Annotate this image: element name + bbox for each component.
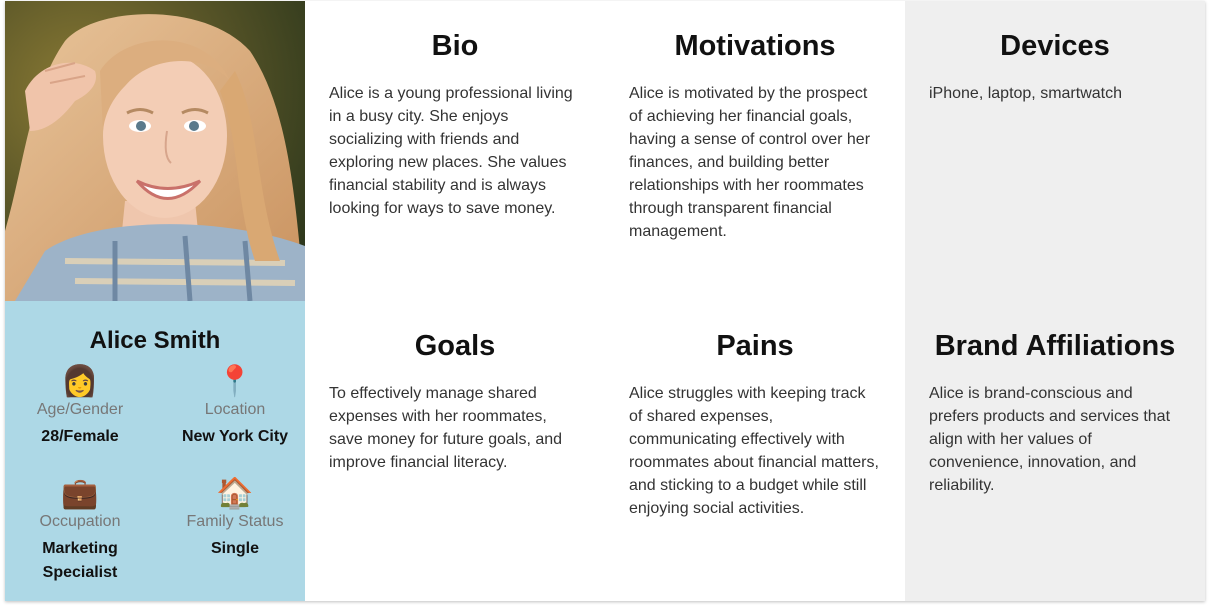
attr-label: Location [204, 401, 266, 418]
persona-name: Alice Smith [89, 327, 221, 354]
section-text: To effectively manage shared expenses wi… [329, 385, 563, 471]
section-text: Alice is brand-conscious and prefers pro… [929, 385, 1171, 494]
section-title: Devices [1000, 30, 1110, 62]
attr-value: 28/Female [41, 428, 119, 445]
attr-label: Family Status [186, 513, 284, 530]
section-bio: Bio Alice is a young professional living… [305, 1, 605, 301]
persona-card: Alice Smith 👩 Age/Gender 28/Female 📍 Loc… [5, 1, 1205, 601]
attr-label: Age/Gender [36, 401, 124, 418]
house-icon: 🏠 [216, 477, 254, 510]
section-title: Pains [716, 330, 794, 362]
attr-family-status: 🏠 Family Status Single [160, 477, 310, 561]
attr-value: Marketing Specialist [42, 540, 118, 581]
attr-value: Single [210, 540, 259, 557]
pin-icon: 📍 [216, 365, 254, 398]
attr-location: 📍 Location New York City [160, 365, 310, 449]
portrait-image [5, 1, 305, 301]
section-title: Goals [414, 330, 496, 362]
section-text: Alice is a young professional living in … [329, 85, 573, 217]
attr-occupation: 💼 Occupation Marketing Specialist [5, 477, 155, 585]
attr-value: New York City [181, 428, 289, 445]
section-title: Motivations [674, 30, 836, 62]
section-title: Brand Affiliations [934, 330, 1176, 362]
section-text: Alice struggles with keeping track of sh… [629, 385, 879, 517]
section-text: iPhone, laptop, smartwatch [929, 85, 1122, 102]
section-motivations: Motivations Alice is motivated by the pr… [605, 1, 905, 301]
section-title: Bio [431, 30, 479, 62]
persona-photo [5, 1, 305, 301]
briefcase-icon: 💼 [61, 477, 99, 510]
woman-icon: 👩 [61, 365, 99, 398]
attr-label: Occupation [39, 513, 121, 530]
section-brand-affiliations: Brand Affiliations Alice is brand-consci… [905, 301, 1205, 601]
attr-age-gender: 👩 Age/Gender 28/Female [5, 365, 155, 449]
section-goals: Goals To effectively manage shared expen… [305, 301, 605, 601]
section-text: Alice is motivated by the prospect of ac… [629, 85, 871, 240]
section-pains: Pains Alice struggles with keeping track… [605, 301, 905, 601]
persona-profile-panel: Alice Smith 👩 Age/Gender 28/Female 📍 Loc… [5, 301, 305, 601]
section-devices: Devices iPhone, laptop, smartwatch [905, 1, 1205, 301]
